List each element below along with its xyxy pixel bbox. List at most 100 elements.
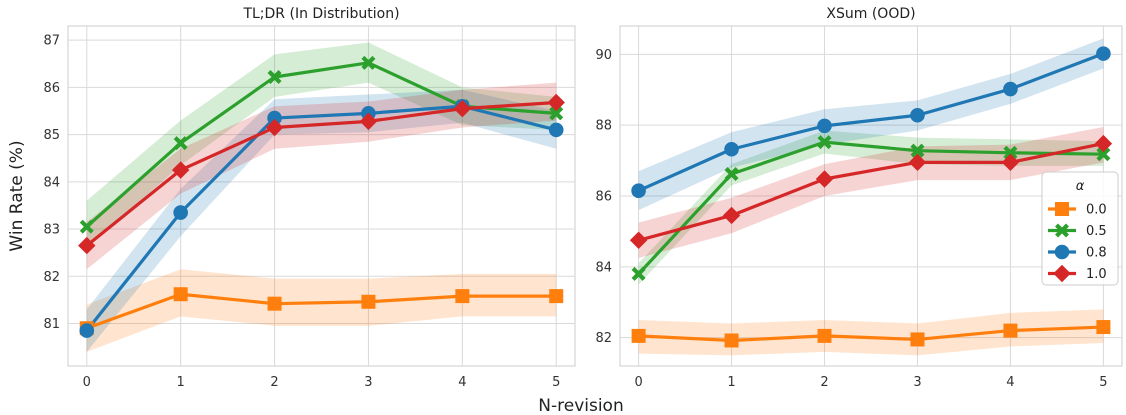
- legend-marker: [1055, 223, 1069, 238]
- point-alpha-1-0: [1094, 134, 1113, 153]
- series-markers-xsum: [629, 46, 1113, 348]
- x-tick-label: 1: [177, 375, 185, 390]
- y-tick-label: 88: [595, 119, 612, 134]
- legend-label: 1.0: [1086, 267, 1107, 282]
- x-tick-label: 2: [270, 375, 278, 390]
- tick-labels-tldr: 0 1 2 3 4 5 81 82 83 84 85 86 87: [43, 34, 560, 390]
- x-tick-label: 5: [552, 375, 560, 390]
- band-alpha-0-0: [638, 309, 1104, 356]
- x-axis-label: N-revision: [538, 396, 623, 415]
- y-tick-label: 83: [43, 223, 60, 238]
- point-alpha-0-5: [1096, 147, 1111, 162]
- panel-tldr: 0 1 2 3 4 5 81 82 83 84 85 86 87 TL;DR (In Distribut…: [43, 6, 576, 390]
- legend-title: α: [1076, 179, 1085, 194]
- point-alpha-0-0: [1003, 323, 1018, 338]
- point-alpha-1-0: [1001, 153, 1020, 172]
- point-alpha-0-5: [173, 136, 188, 151]
- point-alpha-0-5: [817, 135, 832, 150]
- point-alpha-0-8: [631, 183, 646, 198]
- point-alpha-1-0: [629, 231, 648, 249]
- x-tick-label: 5: [1099, 375, 1107, 390]
- y-tick-label: 87: [43, 34, 60, 49]
- series-lines-tldr: [85, 61, 557, 332]
- y-tick-label: 81: [43, 317, 60, 332]
- chart-title-tldr: TL;DR (In Distribution): [242, 6, 399, 22]
- point-alpha-0-0: [549, 289, 564, 304]
- point-alpha-0-0: [1096, 320, 1111, 335]
- x-tick-label: 1: [727, 375, 735, 390]
- point-alpha-0-5: [79, 219, 94, 234]
- legend-item-alpha-0-8: 0.8: [1048, 244, 1107, 261]
- point-alpha-0-0: [267, 296, 282, 311]
- line-alpha-0-0: [86, 292, 557, 330]
- point-alpha-0-8: [1003, 81, 1018, 97]
- point-alpha-0-8: [1096, 46, 1111, 61]
- point-alpha-0-8: [817, 118, 832, 134]
- panel-xsum: 0 1 2 3 4 5 82 84 86 88 90 XSum (OOD): [595, 6, 1123, 390]
- x-tick-label: 2: [820, 375, 828, 390]
- chart-title-xsum: XSum (OOD): [826, 6, 915, 22]
- series-lines-xsum: [637, 52, 1104, 343]
- legend-item-alpha-0-0: 0.0: [1048, 202, 1107, 218]
- x-tick-label: 0: [83, 375, 91, 390]
- legend-marker: [1055, 202, 1069, 216]
- point-alpha-1-0: [171, 161, 190, 179]
- point-alpha-0-8: [548, 122, 564, 138]
- y-tick-label: 85: [43, 128, 60, 143]
- tick-labels-xsum: 0 1 2 3 4 5 82 84 86 88 90: [595, 48, 1107, 390]
- confidence-bands-xsum: [638, 38, 1104, 356]
- point-alpha-0-8: [910, 107, 925, 123]
- point-alpha-0-8: [79, 323, 95, 338]
- point-alpha-1-0: [265, 118, 284, 137]
- point-alpha-1-0: [722, 206, 741, 225]
- legend: α 0.0 0.5 0.8 1.0: [1041, 171, 1119, 286]
- point-alpha-0-5: [910, 143, 925, 158]
- y-tick-label: 84: [595, 260, 612, 275]
- x-tick-label: 4: [1006, 375, 1014, 390]
- legend-label: 0.5: [1086, 224, 1107, 239]
- legend-item-alpha-1-0: 1.0: [1048, 264, 1107, 283]
- line-alpha-1-0: [638, 142, 1104, 242]
- y-tick-label: 86: [43, 81, 60, 96]
- series-markers-tldr: [78, 55, 565, 338]
- point-alpha-0-0: [173, 287, 188, 302]
- x-tick-label: 0: [634, 375, 642, 390]
- point-alpha-1-0: [78, 236, 96, 255]
- band-alpha-1-0: [86, 82, 557, 270]
- point-alpha-0-0: [631, 328, 646, 343]
- band-alpha-0-8: [86, 89, 557, 352]
- legend-marker: [1053, 264, 1071, 283]
- legend-label: 0.0: [1086, 203, 1107, 218]
- point-alpha-0-0: [361, 294, 376, 309]
- legend-items: 0.0 0.5 0.8 1.0: [1048, 202, 1107, 283]
- band-alpha-1-0: [638, 126, 1104, 258]
- point-alpha-1-0: [815, 170, 834, 188]
- y-tick-label: 84: [43, 175, 60, 190]
- point-alpha-0-5: [724, 167, 739, 182]
- point-alpha-1-0: [547, 93, 565, 112]
- point-alpha-0-0: [455, 289, 470, 304]
- point-alpha-0-5: [361, 55, 376, 70]
- line-alpha-1-0: [85, 100, 557, 247]
- y-tick-label: 82: [595, 331, 612, 346]
- point-alpha-0-0: [724, 333, 739, 348]
- plot-area-tldr: [67, 25, 576, 367]
- legend-label: 0.8: [1086, 246, 1107, 261]
- point-alpha-1-0: [359, 112, 378, 131]
- point-alpha-0-0: [817, 328, 832, 343]
- point-alpha-0-8: [173, 205, 188, 220]
- line-alpha-0-8: [85, 104, 557, 332]
- gridlines-tldr: [68, 26, 575, 366]
- legend-marker: [1054, 244, 1070, 260]
- point-alpha-0-0: [910, 332, 925, 347]
- y-tick-label: 90: [595, 48, 612, 63]
- x-tick-label: 3: [364, 375, 372, 390]
- band-alpha-0-8: [638, 38, 1104, 211]
- x-tick-label: 3: [913, 375, 921, 390]
- y-tick-label: 82: [43, 270, 60, 285]
- point-alpha-1-0: [453, 99, 472, 118]
- y-axis-label: Win Rate (%): [7, 140, 27, 251]
- y-tick-label: 86: [595, 190, 612, 205]
- point-alpha-0-5: [631, 266, 646, 281]
- point-alpha-0-8: [724, 141, 739, 157]
